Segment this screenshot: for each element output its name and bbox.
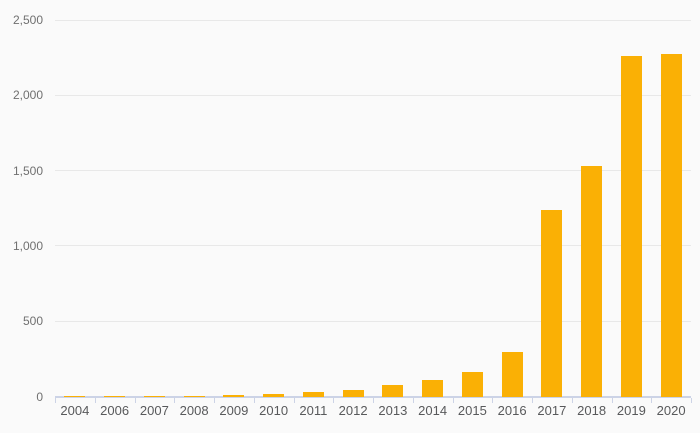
x-axis-label: 2020 [656,403,686,418]
x-axis-label: 2009 [219,403,249,418]
x-axis-tick [253,397,255,403]
x-axis-label: 2018 [577,403,607,418]
x-axis-label: 2012 [338,403,368,418]
x-axis-label: 2010 [259,403,289,418]
bar-2019[interactable] [620,56,642,397]
x-axis-label: 2014 [418,403,448,418]
x-axis-label: 2019 [616,403,646,418]
x-axis-label: 2017 [537,403,567,418]
x-axis-tick [94,397,96,403]
x-axis-label: 2013 [378,403,408,418]
x-axis-label: 2008 [179,403,209,418]
x-axis-label: 2004 [60,403,90,418]
x-axis-tick [134,397,136,403]
x-axis-tick [174,397,176,403]
x-axis-label: 2015 [457,403,487,418]
y-axis-label: 1,500 [12,163,43,178]
gridline [55,245,691,247]
gridline [55,94,691,96]
bar-2009[interactable] [223,394,245,397]
x-axis-line [55,395,691,398]
bar-2016[interactable] [501,352,523,397]
bar-2017[interactable] [541,209,563,397]
bar-2015[interactable] [461,372,483,397]
x-axis-tick [452,397,454,403]
bar-2011[interactable] [302,392,324,397]
plot-area [55,19,691,398]
bar-2012[interactable] [342,389,364,397]
x-axis-label: 2016 [497,403,527,418]
x-axis-tick [412,397,414,403]
x-axis-tick [691,397,692,403]
x-axis-tick [532,397,533,403]
x-axis-tick [293,397,295,403]
x-axis-label: 2006 [100,403,130,418]
x-axis-tick [651,397,653,403]
x-axis-tick [214,397,215,403]
bar-2018[interactable] [581,166,603,397]
bar-2014[interactable] [422,379,444,397]
bar-2013[interactable] [382,384,404,397]
y-axis-label: 1,000 [12,238,43,253]
y-axis-label: 0 [36,389,43,404]
bar-2020[interactable] [660,53,682,397]
gridline [55,320,691,322]
gridline [55,19,691,21]
x-axis-label: 2011 [299,403,328,418]
x-axis-tick [492,397,494,403]
gridline [55,170,691,172]
bar-2010[interactable] [263,393,285,397]
x-axis-tick [55,397,56,403]
y-axis-label: 500 [22,314,43,329]
x-axis-tick [373,397,374,403]
x-axis-label: 2007 [139,403,169,418]
y-axis-label: 2,500 [12,13,43,27]
x-axis-tick [571,397,573,403]
y-axis-label: 2,000 [12,88,43,103]
x-axis-tick [611,397,613,403]
x-axis-tick [333,397,335,403]
